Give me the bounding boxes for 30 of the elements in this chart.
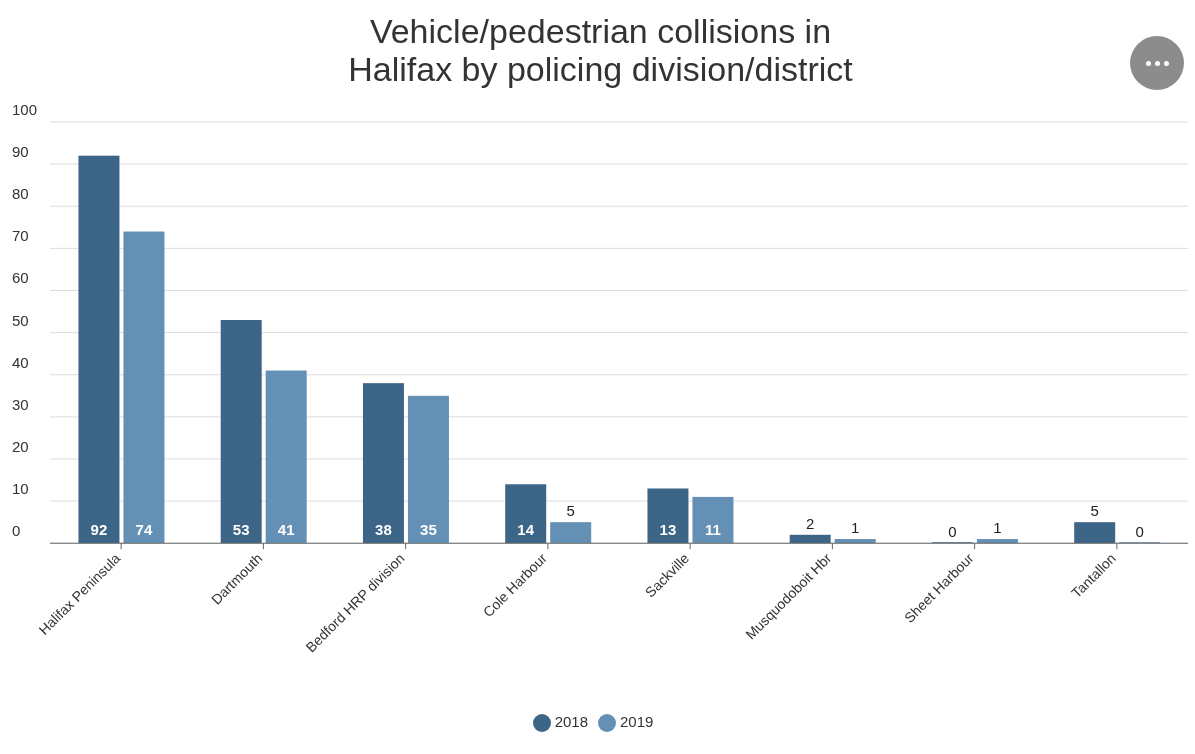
y-tick-label: 10: [12, 480, 29, 498]
data-label: 38: [375, 521, 392, 539]
data-label: 92: [90, 521, 108, 539]
chart-title: Vehicle/pedestrian collisions in Halifax by policing division/district: [347, 11, 854, 90]
data-label: 0: [948, 523, 957, 541]
y-tick-label: 100: [12, 101, 38, 118]
y-tick-label: 40: [12, 353, 29, 371]
data-label: 35: [420, 521, 437, 539]
data-label: 5: [566, 502, 575, 520]
data-label: 41: [277, 521, 295, 539]
data-label: 13: [659, 521, 677, 539]
data-label: 1: [851, 519, 860, 537]
y-tick-label: 80: [12, 185, 29, 203]
legend-label: 2019: [620, 713, 654, 731]
data-label: 74: [135, 521, 153, 539]
y-tick-label: 0: [12, 522, 21, 540]
data-label: 5: [1090, 502, 1099, 520]
y-tick-label: 20: [12, 437, 29, 455]
data-label: 14: [517, 521, 535, 539]
data-label: 1: [993, 519, 1002, 537]
y-tick-label: 90: [12, 143, 29, 161]
data-label: 2: [806, 514, 815, 532]
legend-label: 2018: [554, 713, 588, 731]
y-tick-label: 30: [12, 395, 29, 413]
y-tick-label: 70: [12, 227, 29, 245]
data-label: 0: [1135, 523, 1144, 541]
data-label: 53: [232, 521, 250, 539]
data-label: 11: [705, 521, 721, 539]
y-tick-label: 60: [12, 269, 29, 287]
y-tick-label: 50: [12, 311, 29, 329]
